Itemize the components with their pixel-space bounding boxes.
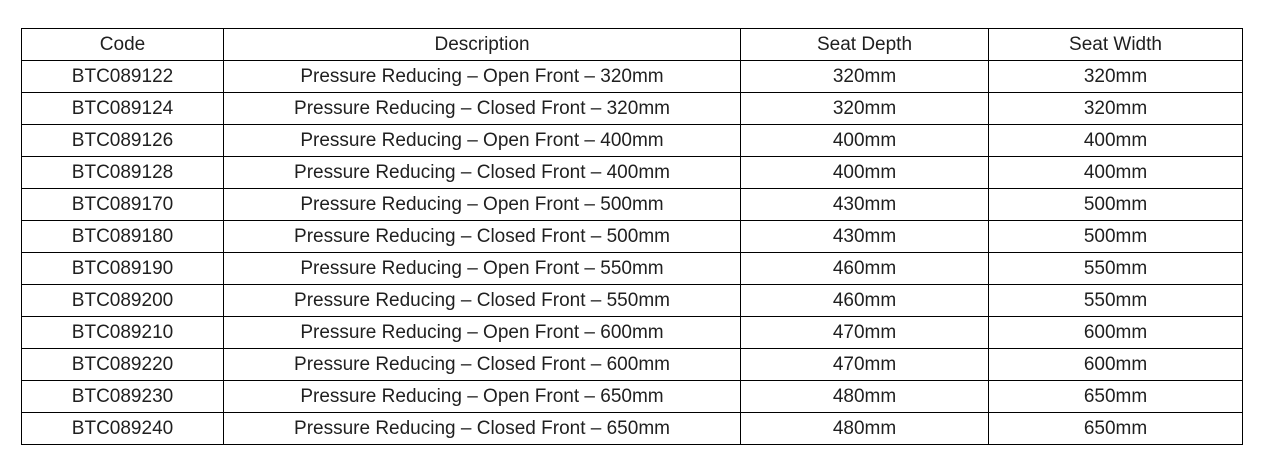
- description-cell: Pressure Reducing – Open Front – 400mm: [223, 124, 741, 157]
- seat-depth-cell: 470mm: [740, 316, 989, 349]
- code-cell: BTC089122: [21, 60, 224, 93]
- seat-depth-cell: 460mm: [740, 252, 989, 285]
- seat-width-cell: 650mm: [988, 412, 1243, 445]
- table-row: BTC089210 Pressure Reducing – Open Front …: [21, 316, 1243, 349]
- code-cell: BTC089200: [21, 284, 224, 317]
- code-cell: BTC089230: [21, 380, 224, 413]
- seat-width-cell: 320mm: [988, 92, 1243, 125]
- table-row: BTC089126 Pressure Reducing – Open Front …: [21, 124, 1243, 157]
- table-row: BTC089220 Pressure Reducing – Closed Fron…: [21, 348, 1243, 381]
- description-cell: Pressure Reducing – Closed Front – 320mm: [223, 92, 741, 125]
- description-cell: Pressure Reducing – Closed Front – 600mm: [223, 348, 741, 381]
- seat-width-cell: 500mm: [988, 220, 1243, 253]
- table-row: BTC089122 Pressure Reducing – Open Front …: [21, 60, 1243, 93]
- seat-depth-cell: 460mm: [740, 284, 989, 317]
- table-row: BTC089180 Pressure Reducing – Closed Fron…: [21, 220, 1243, 253]
- pressure-reducing-seat-spec-table: Code Description Seat Depth Seat Width BTC0…: [21, 28, 1243, 445]
- seat-depth-cell: 470mm: [740, 348, 989, 381]
- code-cell: BTC089190: [21, 252, 224, 285]
- description-cell: Pressure Reducing – Open Front – 650mm: [223, 380, 741, 413]
- table-row: BTC089230 Pressure Reducing – Open Front …: [21, 380, 1243, 413]
- code-cell: BTC089124: [21, 92, 224, 125]
- seat-depth-cell: 320mm: [740, 92, 989, 125]
- code-cell: BTC089220: [21, 348, 224, 381]
- table-row: BTC089170 Pressure Reducing – Open Front …: [21, 188, 1243, 221]
- code-cell: BTC089126: [21, 124, 224, 157]
- table-row: BTC089124 Pressure Reducing – Closed Fron…: [21, 92, 1243, 125]
- table-header-row: Code Description Seat Depth Seat Width: [21, 28, 1243, 61]
- seat-width-cell: 550mm: [988, 252, 1243, 285]
- column-header-seat-depth: Seat Depth: [740, 28, 989, 61]
- seat-width-cell: 400mm: [988, 124, 1243, 157]
- seat-depth-cell: 400mm: [740, 124, 989, 157]
- table-body: BTC089122 Pressure Reducing – Open Front …: [21, 60, 1243, 445]
- seat-width-cell: 600mm: [988, 348, 1243, 381]
- seat-width-cell: 650mm: [988, 380, 1243, 413]
- seat-depth-cell: 320mm: [740, 60, 989, 93]
- column-header-description: Description: [223, 28, 741, 61]
- code-cell: BTC089210: [21, 316, 224, 349]
- seat-depth-cell: 480mm: [740, 412, 989, 445]
- description-cell: Pressure Reducing – Closed Front – 500mm: [223, 220, 741, 253]
- code-cell: BTC089180: [21, 220, 224, 253]
- code-cell: BTC089170: [21, 188, 224, 221]
- seat-width-cell: 500mm: [988, 188, 1243, 221]
- table-row: BTC089200 Pressure Reducing – Closed Fron…: [21, 284, 1243, 317]
- seat-depth-cell: 400mm: [740, 156, 989, 189]
- seat-depth-cell: 430mm: [740, 188, 989, 221]
- seat-width-cell: 320mm: [988, 60, 1243, 93]
- description-cell: Pressure Reducing – Open Front – 320mm: [223, 60, 741, 93]
- header-row: Code Description Seat Depth Seat Width: [21, 28, 1243, 61]
- column-header-seat-width: Seat Width: [988, 28, 1243, 61]
- table-row: BTC089240 Pressure Reducing – Closed Fron…: [21, 412, 1243, 445]
- description-cell: Pressure Reducing – Closed Front – 400mm: [223, 156, 741, 189]
- table-row: BTC089128 Pressure Reducing – Closed Fron…: [21, 156, 1243, 189]
- description-cell: Pressure Reducing – Open Front – 550mm: [223, 252, 741, 285]
- description-cell: Pressure Reducing – Closed Front – 550mm: [223, 284, 741, 317]
- description-cell: Pressure Reducing – Open Front – 500mm: [223, 188, 741, 221]
- seat-width-cell: 550mm: [988, 284, 1243, 317]
- seat-depth-cell: 480mm: [740, 380, 989, 413]
- code-cell: BTC089240: [21, 412, 224, 445]
- seat-depth-cell: 430mm: [740, 220, 989, 253]
- spec-table-container: Code Description Seat Depth Seat Width BTC0…: [21, 28, 1243, 445]
- column-header-code: Code: [21, 28, 224, 61]
- table-row: BTC089190 Pressure Reducing – Open Front …: [21, 252, 1243, 285]
- description-cell: Pressure Reducing – Open Front – 600mm: [223, 316, 741, 349]
- seat-width-cell: 600mm: [988, 316, 1243, 349]
- description-cell: Pressure Reducing – Closed Front – 650mm: [223, 412, 741, 445]
- seat-width-cell: 400mm: [988, 156, 1243, 189]
- code-cell: BTC089128: [21, 156, 224, 189]
